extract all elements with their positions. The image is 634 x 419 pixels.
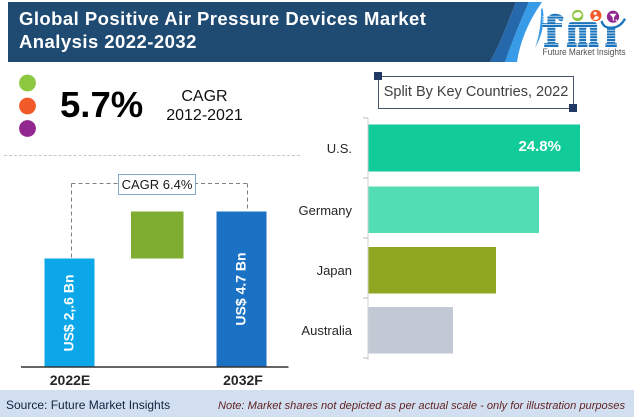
svg-text:Future Market Insights: Future Market Insights bbox=[543, 47, 626, 58]
